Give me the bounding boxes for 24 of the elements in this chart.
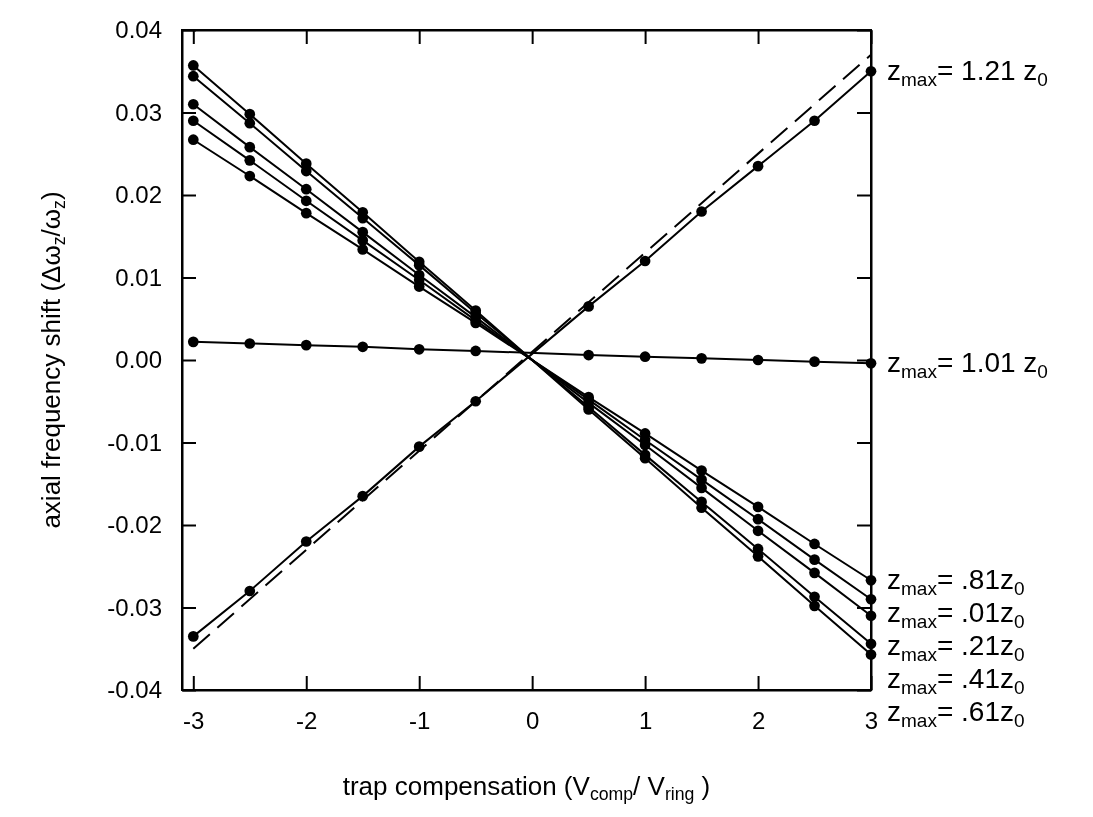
y-tick-label: 0.00 <box>115 346 162 374</box>
y-tick-label: 0.01 <box>115 263 162 291</box>
y-tick-label: 0.03 <box>115 98 162 126</box>
x-tick-label: 1 <box>638 707 653 735</box>
x-tick-label: 2 <box>751 707 766 735</box>
y-tick-label: 0.02 <box>115 181 162 209</box>
x-tick-label: 3 <box>864 707 879 735</box>
x-tick-label: -1 <box>409 707 431 735</box>
y-tick-label: 0.04 <box>115 16 162 44</box>
x-tick-label: 0 <box>525 707 540 735</box>
x-tick-label: -2 <box>296 707 318 735</box>
series-label: z$_{max}$= .81z$_{0}$ <box>887 564 1025 599</box>
legend-label: z$_{max}$= .01z$_{0}$ <box>887 597 1025 632</box>
x-tick-label: -3 <box>183 707 205 735</box>
y-tick-label: -0.01 <box>107 428 162 456</box>
series-label: z$_{max}$= .41z$_{0}$ <box>887 663 1025 698</box>
x-axis-title: trap compensation (V$_{comp}$/ V$_{ring}$ ) <box>342 771 711 805</box>
series-label: z$_{max}$= 1.01 z$_{0}$ <box>887 347 1048 382</box>
y-tick-label: -0.04 <box>107 676 162 704</box>
y-tick-label: -0.03 <box>107 593 162 621</box>
series-label: z$_{max}$= .61z$_{0}$ <box>887 696 1025 731</box>
legend-label: z$_{max}$= 1.21 z$_{0}$ <box>887 55 1048 90</box>
y-tick-label: -0.02 <box>107 511 162 539</box>
series-label: z$_{max}$= .21z$_{0}$ <box>887 630 1025 665</box>
